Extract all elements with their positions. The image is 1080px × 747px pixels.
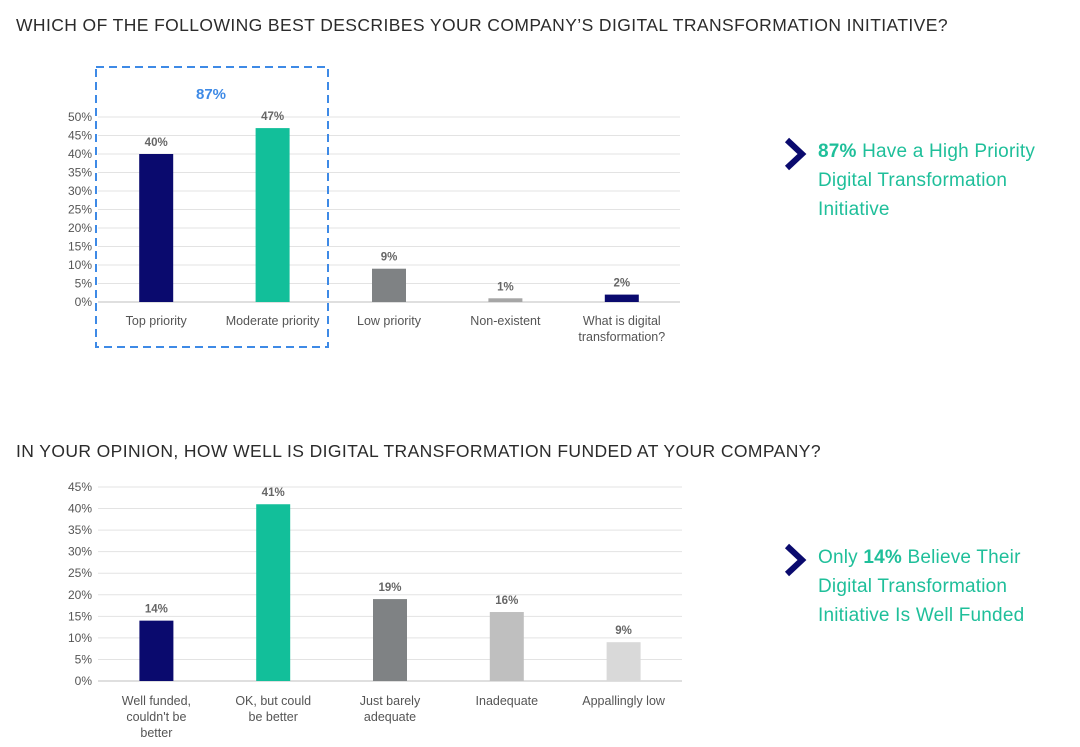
data-label: 16% xyxy=(495,595,518,607)
y-tick-label: 45% xyxy=(68,480,92,494)
priority-bar-chart: 0% 5% 10% 15% 20% 25% 30% 35% 40% 45% 50% 40% 47% 9%… xyxy=(68,66,680,348)
funding-callout-text: Only 14% Believe Their Digital Transform… xyxy=(818,547,1025,626)
y-tick-label: 40% xyxy=(68,147,92,161)
bar xyxy=(489,612,524,681)
y-tick-label: 35% xyxy=(68,523,92,537)
data-label: 47% xyxy=(261,111,284,123)
bar xyxy=(139,154,174,302)
x-tick-label: Top priority xyxy=(126,314,188,328)
chart-2-x-axis: Well funded, couldn't be better OK, but cou… xyxy=(122,694,666,740)
y-tick-label: 5% xyxy=(75,277,93,291)
y-tick-label: 40% xyxy=(68,502,92,516)
chart-1-bars xyxy=(139,128,639,302)
y-tick-label: 15% xyxy=(68,609,92,623)
bar xyxy=(373,599,407,681)
y-tick-label: 45% xyxy=(68,129,92,143)
bar xyxy=(606,642,641,681)
x-tick-label: Non-existent xyxy=(470,314,541,328)
priority-callout: 87% Have a High Priority Digital Transfo… xyxy=(782,137,1074,224)
y-tick-label: 20% xyxy=(68,588,92,602)
y-tick-label: 10% xyxy=(68,258,92,272)
data-label: 2% xyxy=(613,278,630,290)
chart-1-x-axis: Top priority Moderate priority Low priorit… xyxy=(126,314,666,344)
data-label: 9% xyxy=(615,625,632,637)
y-tick-label: 15% xyxy=(68,240,92,254)
data-label: 9% xyxy=(381,252,398,264)
chart-1-data-labels: 40% 47% 9% 1% 2% xyxy=(145,111,630,293)
bar xyxy=(372,268,406,302)
question-2-title: IN YOUR OPINION, HOW WELL IS DIGITAL TRA… xyxy=(16,441,821,461)
chart-2-data-labels: 14% 41% 19% 16% 9% xyxy=(145,487,632,637)
high-priority-total-label: 87% xyxy=(196,86,226,103)
y-tick-label: 30% xyxy=(68,184,92,198)
chart-1-y-axis: 0% 5% 10% 15% 20% 25% 30% 35% 40% 45% 50% xyxy=(68,110,92,309)
y-tick-label: 25% xyxy=(68,566,92,580)
y-tick-label: 0% xyxy=(75,674,93,688)
funding-callout-highlight: 14% xyxy=(863,547,902,568)
x-tick-label: What is digital transformation? xyxy=(578,314,665,344)
bar xyxy=(139,620,174,681)
bar xyxy=(488,298,523,302)
data-label: 19% xyxy=(378,582,401,594)
chart-2-y-axis: 0% 5% 10% 15% 20% 25% 30% 35% 40% 45% xyxy=(68,480,92,688)
bar xyxy=(604,294,639,302)
priority-callout-text: 87% Have a High Priority Digital Transfo… xyxy=(818,141,1036,220)
x-tick-label: Moderate priority xyxy=(226,314,321,328)
data-label: 41% xyxy=(262,487,285,499)
x-tick-label: Appallingly low xyxy=(582,694,666,708)
chart-2-bars xyxy=(139,504,641,681)
y-tick-label: 50% xyxy=(68,110,92,124)
data-label: 40% xyxy=(145,137,168,149)
funding-callout: Only 14% Believe Their Digital Transform… xyxy=(782,543,1074,630)
high-priority-highlight-box xyxy=(95,66,329,348)
y-tick-label: 0% xyxy=(75,295,93,309)
x-tick-label: Low priority xyxy=(357,314,422,328)
x-tick-label: Well funded, couldn't be better xyxy=(122,694,191,740)
y-tick-label: 20% xyxy=(68,221,92,235)
y-tick-label: 35% xyxy=(68,166,92,180)
x-tick-label: OK, but could be better xyxy=(235,694,311,724)
chevron-right-icon xyxy=(784,137,807,171)
bar xyxy=(256,504,291,681)
y-tick-label: 5% xyxy=(75,652,93,666)
data-label: 14% xyxy=(145,604,168,616)
bar xyxy=(255,128,290,302)
data-label: 1% xyxy=(497,281,514,293)
y-tick-label: 30% xyxy=(68,545,92,559)
question-1-title: WHICH OF THE FOLLOWING BEST DESCRIBES YO… xyxy=(16,15,948,35)
y-tick-label: 10% xyxy=(68,631,92,645)
x-tick-label: Just barely adequate xyxy=(360,694,421,724)
chevron-right-icon xyxy=(784,543,807,577)
x-tick-label: Inadequate xyxy=(476,694,539,708)
y-tick-label: 25% xyxy=(68,203,92,217)
priority-callout-highlight: 87% xyxy=(818,141,857,162)
